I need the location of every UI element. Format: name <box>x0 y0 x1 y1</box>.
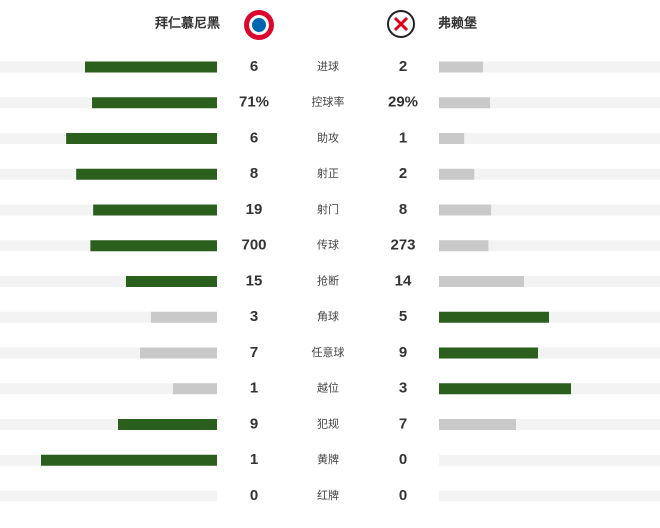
home-bar <box>85 61 217 73</box>
track <box>439 311 660 323</box>
track <box>439 168 660 180</box>
home-value: 700 <box>241 237 266 254</box>
stat-label: 犯规 <box>317 416 339 430</box>
stat-label: 控球率 <box>312 95 345 109</box>
stat-label: 红牌 <box>317 488 339 502</box>
track <box>439 490 660 502</box>
stat-label: 射门 <box>317 202 339 216</box>
home-bar <box>173 383 217 395</box>
away-bar <box>439 204 492 216</box>
away-value: 14 <box>395 272 412 289</box>
home-value: 9 <box>250 415 258 432</box>
stat-label: 助攻 <box>317 130 339 144</box>
track <box>439 347 660 359</box>
track <box>0 311 217 323</box>
track <box>439 97 660 109</box>
away-value: 3 <box>399 380 407 397</box>
track <box>439 61 660 73</box>
home-value: 19 <box>246 201 263 218</box>
home-value: 3 <box>250 308 258 325</box>
track <box>439 240 660 252</box>
home-bar <box>118 419 217 430</box>
home-value: 6 <box>250 129 258 146</box>
away-logo <box>387 10 415 38</box>
stat-label: 越位 <box>317 381 339 395</box>
away-bar <box>439 311 549 323</box>
track <box>439 454 660 466</box>
away-bar <box>439 97 491 109</box>
away-bar <box>439 419 516 430</box>
stat-label: 任意球 <box>312 345 345 359</box>
track <box>0 347 217 359</box>
home-value: 6 <box>250 58 258 75</box>
away-value: 29% <box>388 94 418 111</box>
away-bar <box>439 347 538 359</box>
home-bar <box>93 204 217 216</box>
home-value: 1 <box>250 380 258 397</box>
away-value: 8 <box>399 201 407 218</box>
home-bar <box>92 97 217 109</box>
away-bar <box>439 240 489 252</box>
away-value: 5 <box>399 308 407 325</box>
away-team: 弗赖堡 <box>438 15 477 30</box>
home-team: 拜仁慕尼黑 <box>155 15 220 30</box>
track <box>439 204 660 216</box>
away-bar <box>439 276 524 287</box>
away-bar <box>439 383 571 395</box>
stat-label: 传球 <box>317 238 339 252</box>
track <box>0 419 217 430</box>
home-bar <box>125 276 217 287</box>
home-logo <box>244 10 274 40</box>
track <box>0 490 217 502</box>
home-value: 71% <box>239 94 269 111</box>
away-bar <box>439 61 483 73</box>
away-value: 1 <box>399 129 407 146</box>
home-value: 0 <box>250 487 258 504</box>
stat-label: 角球 <box>317 309 339 323</box>
home-value: 15 <box>246 272 263 289</box>
away-value: 2 <box>399 165 407 182</box>
home-bar <box>76 168 217 180</box>
track <box>439 276 660 287</box>
stat-label: 射正 <box>317 166 339 180</box>
track <box>0 276 217 287</box>
stat-label: 抢断 <box>317 273 339 287</box>
home-value: 8 <box>250 165 258 182</box>
home-bar <box>140 347 217 359</box>
away-value: 9 <box>399 344 407 361</box>
stat-label: 进球 <box>317 59 339 73</box>
away-value: 273 <box>390 237 415 254</box>
track <box>0 383 217 395</box>
home-value: 1 <box>250 451 258 468</box>
away-bar <box>439 133 465 144</box>
home-bar <box>90 240 217 252</box>
track <box>439 419 660 430</box>
track <box>439 133 660 144</box>
away-bar <box>439 168 475 180</box>
away-value: 0 <box>399 451 407 468</box>
home-bar <box>151 311 217 323</box>
home-value: 7 <box>250 344 258 361</box>
home-bar <box>41 454 217 466</box>
away-value: 7 <box>399 415 407 432</box>
away-value: 0 <box>399 487 407 504</box>
stat-label: 黄牌 <box>317 452 339 466</box>
away-value: 2 <box>399 58 407 75</box>
home-bar <box>66 133 218 144</box>
